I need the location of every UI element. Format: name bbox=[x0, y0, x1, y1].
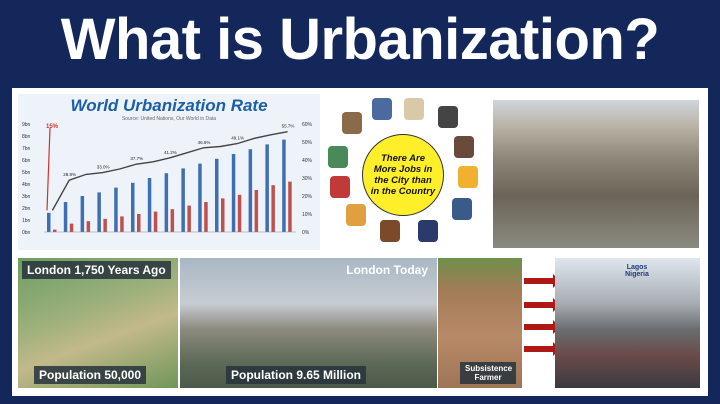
bar bbox=[221, 198, 225, 232]
bar bbox=[63, 202, 68, 232]
chart-title: World Urbanization Rate bbox=[70, 96, 268, 115]
jobs-graphic: There Are More Jobs in the City than in … bbox=[322, 94, 490, 250]
farmer-photo: Subsistence Farmer bbox=[438, 258, 522, 388]
chart-subtitle: Source: United Nations, Our World in Dat… bbox=[121, 116, 217, 122]
left-tick-label: 1bn bbox=[22, 218, 31, 224]
worker-icon bbox=[458, 166, 478, 188]
bar bbox=[53, 229, 57, 232]
bar bbox=[254, 190, 259, 232]
bar bbox=[198, 163, 202, 232]
bar bbox=[282, 139, 286, 232]
data-label: 55.7% bbox=[282, 124, 295, 129]
bar bbox=[187, 205, 191, 232]
worker-icon bbox=[404, 98, 424, 120]
data-label: 33.0% bbox=[97, 165, 110, 170]
bar bbox=[271, 185, 275, 232]
bar bbox=[181, 168, 185, 232]
london-today-title: London Today bbox=[346, 263, 428, 277]
london-old-photo: London 1,750 Years Ago Population 50,000 bbox=[18, 258, 178, 388]
lagos-caption: Lagos Nigeria bbox=[625, 264, 649, 278]
page-title: What is Urbanization? bbox=[60, 7, 660, 72]
urban-rate-line bbox=[51, 131, 288, 211]
bar bbox=[137, 214, 141, 232]
bar bbox=[237, 194, 242, 232]
data-label: 28.8% bbox=[63, 172, 76, 177]
london-old-title: London 1,750 Years Ago bbox=[22, 261, 171, 279]
bar bbox=[153, 211, 158, 232]
bar bbox=[164, 173, 169, 232]
worker-icon bbox=[454, 136, 474, 158]
worker-icon bbox=[438, 106, 458, 128]
bar bbox=[80, 196, 85, 232]
left-tick-label: 2bn bbox=[22, 206, 31, 212]
worker-icon bbox=[418, 220, 438, 242]
content-panel: World Urbanization Rate Source: United N… bbox=[12, 88, 708, 396]
worker-icon bbox=[328, 146, 348, 168]
left-tick-label: 3bn bbox=[22, 194, 31, 200]
annotation-arrow bbox=[46, 127, 51, 211]
bar bbox=[231, 154, 236, 232]
annotation-label: 15% bbox=[46, 124, 59, 130]
london-today-population: Population 9.65 Million bbox=[226, 366, 367, 384]
right-tick-label: 20% bbox=[302, 194, 313, 200]
data-label: 49.1% bbox=[231, 136, 244, 141]
left-tick-label: 5bn bbox=[22, 170, 31, 176]
bar bbox=[47, 212, 51, 232]
bar bbox=[147, 178, 152, 232]
london-today-photo: London Today Population 9.65 Million bbox=[180, 258, 437, 388]
bar bbox=[288, 181, 292, 232]
lagos-photo: Lagos Nigeria bbox=[555, 258, 700, 388]
jobs-message: There Are More Jobs in the City than in … bbox=[362, 134, 444, 216]
bar bbox=[170, 209, 175, 232]
bar bbox=[204, 202, 208, 232]
farmer-caption: Subsistence Farmer bbox=[460, 362, 516, 384]
right-tick-label: 0% bbox=[302, 230, 310, 236]
bar bbox=[103, 218, 107, 232]
right-tick-label: 10% bbox=[302, 212, 313, 218]
bar bbox=[131, 182, 135, 232]
bar bbox=[215, 158, 219, 232]
data-label: 37.7% bbox=[130, 156, 143, 161]
left-tick-label: 0bn bbox=[22, 230, 31, 236]
left-tick-label: 8bn bbox=[22, 134, 31, 140]
arrow-right-icon bbox=[524, 320, 560, 334]
left-tick-label: 7bn bbox=[22, 146, 31, 152]
bar bbox=[97, 192, 101, 232]
worker-icon bbox=[380, 220, 400, 242]
urbanization-chart: World Urbanization Rate Source: United N… bbox=[18, 94, 320, 250]
slum-photo bbox=[493, 100, 699, 248]
left-tick-label: 6bn bbox=[22, 158, 31, 164]
right-tick-label: 30% bbox=[302, 176, 313, 182]
worker-icon bbox=[452, 198, 472, 220]
worker-icon bbox=[342, 112, 362, 134]
right-tick-label: 50% bbox=[302, 140, 313, 146]
left-tick-label: 4bn bbox=[22, 182, 31, 188]
bar bbox=[248, 149, 253, 232]
data-label: 41.2% bbox=[164, 150, 177, 155]
worker-icon bbox=[346, 204, 366, 226]
bar bbox=[69, 223, 74, 232]
data-label: 46.8% bbox=[198, 140, 211, 145]
bar bbox=[120, 216, 124, 232]
left-tick-label: 9bn bbox=[22, 122, 31, 128]
arrow-right-icon bbox=[524, 342, 560, 356]
right-tick-label: 40% bbox=[302, 158, 313, 164]
arrow-right-icon bbox=[524, 298, 560, 312]
bar bbox=[265, 144, 269, 232]
worker-icon bbox=[330, 176, 350, 198]
right-tick-label: 60% bbox=[302, 122, 313, 128]
chart-svg: 0bn 1bn 2bn 3bn 4bn 5bn 6bn 7bn 8bn 9bn 0% 10% 20% 30… bbox=[22, 122, 313, 236]
arrow-right-icon bbox=[524, 274, 560, 288]
london-old-population: Population 50,000 bbox=[34, 366, 147, 384]
bar bbox=[114, 187, 118, 232]
bar bbox=[86, 221, 91, 232]
worker-icon bbox=[372, 98, 392, 120]
